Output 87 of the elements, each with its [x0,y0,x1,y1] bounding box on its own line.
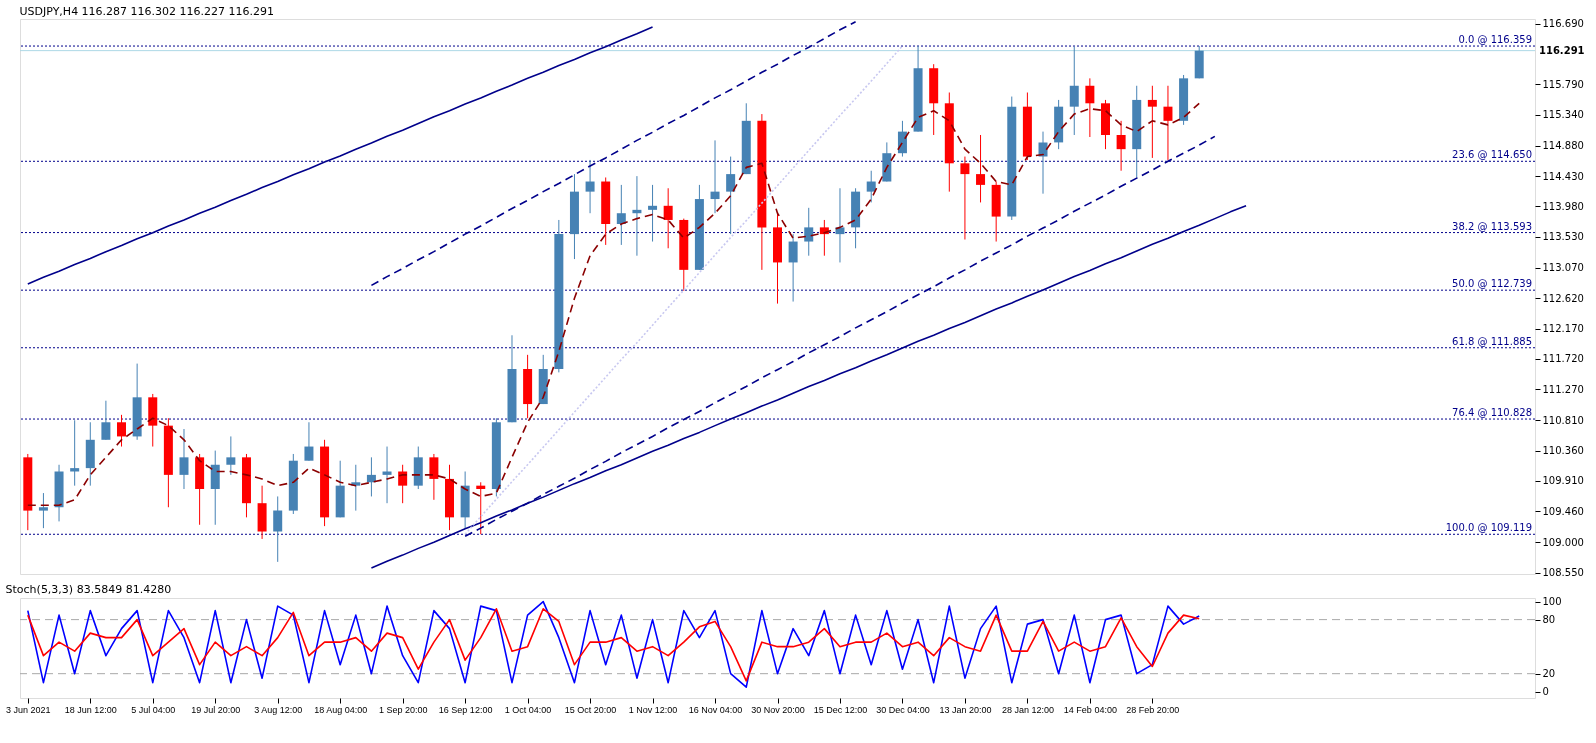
candlestick [304,421,314,462]
x-tick-label: 5 Jul 04:00 [131,704,176,715]
y-tick-label: 114.430 [1542,170,1584,182]
y-tick-label: 80 [1542,614,1556,626]
y-tick-label: 111.720 [1542,353,1584,365]
y-tick-label: 109.000 [1542,536,1584,548]
candlestick [1069,46,1079,136]
chart-title: USDJPY,H4 116.287 116.302 116.227 116.291 [19,4,275,18]
y-tick-label: 109.460 [1542,505,1584,517]
candlestick [663,187,673,249]
candlestick [117,414,127,448]
y-tick-label: 115.340 [1542,109,1584,121]
candlestick [866,170,876,203]
candlestick [788,233,798,303]
candlestick [226,435,236,476]
candlestick [476,481,486,535]
y-tick-label: 100 [1542,596,1562,608]
x-tick-label: 18 Aug 04:00 [314,704,368,715]
x-tick-label: 13 Jan 20:00 [939,704,992,715]
candlestick [398,464,408,504]
y-tick-label: 0 [1542,686,1549,698]
ref-line-label: 61.8 @ 111.885 [1452,335,1532,347]
candlestick [70,419,80,487]
candlestick [1038,131,1048,195]
x-tick-label: 19 Jul 20:00 [191,704,241,715]
x-tick-label: 3 Aug 12:00 [254,704,303,715]
y-tick-label: 109.910 [1542,475,1584,487]
line-series [27,608,1200,682]
y-tick-label: 108.550 [1542,567,1584,579]
line-series [27,600,1200,688]
candlestick [1147,85,1157,159]
candlestick [976,134,986,203]
x-tick-label: 1 Oct 04:00 [504,704,552,715]
y-tick-label: 111.270 [1542,383,1584,395]
candlestick [710,139,720,214]
ref-line-label: 23.6 @ 114.650 [1452,149,1532,161]
candlestick [351,464,361,512]
x-tick-label: 14 Feb 04:00 [1063,704,1117,715]
x-tick-label: 30 Nov 20:00 [751,704,805,715]
x-tick-label: 30 Dec 04:00 [876,704,930,715]
x-tick-label: 15 Oct 20:00 [564,704,617,715]
candlestick [632,175,642,257]
ref-line-label: 50.0 @ 112.739 [1452,278,1532,290]
ref-line-label: 100.0 @ 109.119 [1445,522,1532,534]
y-tick-label: 115.790 [1542,78,1584,90]
candlestick [179,428,189,490]
y-tick-label: 116.690 [1542,18,1584,30]
candlestick [1163,85,1173,161]
x-tick-label: 3 Jun 2021 [6,704,51,715]
y-tick-label: 114.880 [1542,140,1584,152]
ref-line-label: 76.4 @ 110.828 [1452,407,1532,419]
candlestick [38,492,48,529]
candlestick [648,184,658,243]
line-series [464,45,904,536]
x-tick-label: 1 Sep 20:00 [378,704,428,715]
candlestick [382,446,392,504]
y-tick-label: 20 [1542,668,1556,680]
candlestick [835,187,845,263]
candlestick [616,184,626,246]
x-tick-label: 16 Nov 04:00 [688,704,743,715]
y-tick-label: 113.070 [1542,262,1584,274]
chart-title: Stoch(5,3,3) 83.5849 81.4280 [5,582,172,596]
ref-line-label: 116.291 [1539,44,1585,56]
y-tick-label: 113.530 [1542,231,1584,243]
candlestick [366,456,376,497]
y-tick-label: 112.620 [1542,292,1584,304]
candlestick [960,156,970,241]
candlestick [804,207,814,257]
y-tick-label: 110.360 [1542,445,1584,457]
candlestick [101,400,111,441]
x-tick-label: 28 Jan 12:00 [1001,704,1054,715]
x-tick-label: 16 Sep 12:00 [438,704,493,715]
candlestick [726,156,736,235]
candlestick [585,159,595,214]
candlestick [1116,120,1126,172]
ref-line-label: 0.0 @ 116.359 [1458,34,1532,46]
y-tick-label: 113.980 [1542,200,1584,212]
x-tick-label: 15 Dec 12:00 [813,704,868,715]
x-tick-label: 28 Feb 20:00 [1126,704,1180,715]
y-tick-label: 110.810 [1542,414,1584,426]
y-tick-label: 112.170 [1542,323,1584,335]
candlestick [273,495,283,563]
candlestick [1085,77,1095,138]
x-tick-label: 18 Jun 12:00 [64,704,117,715]
candlestick [429,453,439,501]
ref-line-label: 38.2 @ 113.593 [1452,220,1532,232]
x-tick-label: 1 Nov 12:00 [628,704,678,715]
